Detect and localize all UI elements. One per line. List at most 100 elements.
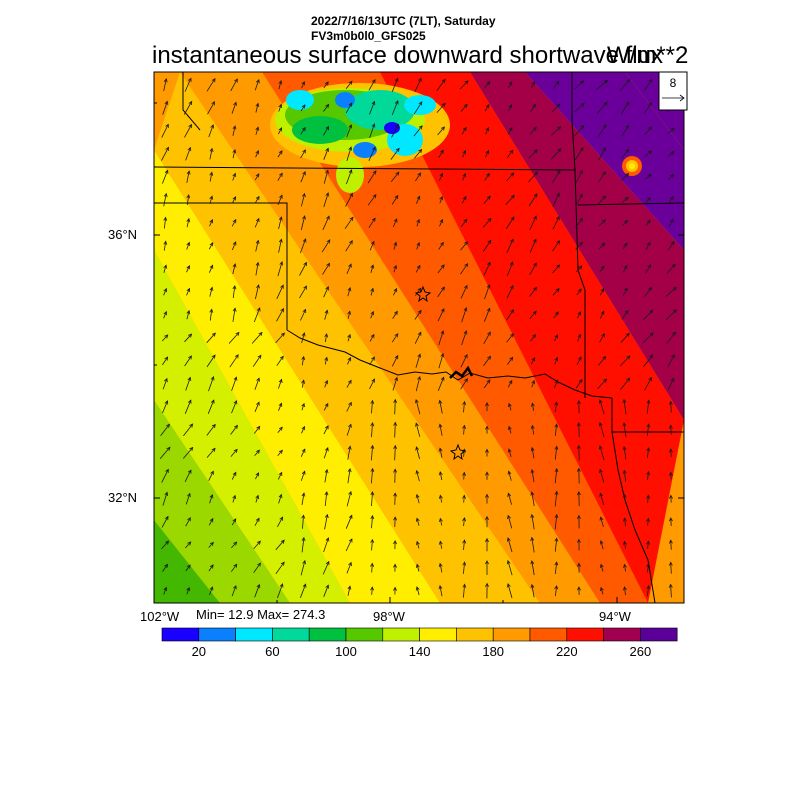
wind-vector-arrow [621,309,629,320]
map-frame [153,71,685,604]
wind-vector-arrow [645,241,651,250]
wind-vector-arrow [461,195,467,204]
wind-vector-arrow [368,217,376,229]
wind-vector-arrow [415,469,420,482]
wind-vector-arrow [599,265,605,273]
wind-vector-arrow [162,491,169,506]
wind-vector-arrow [530,468,535,483]
wind-vector-arrow [162,100,169,115]
wind-vector-arrow [554,490,559,507]
wind-vector-arrow [278,127,282,135]
wind-vector-arrow [668,173,675,180]
wind-vector-arrow [300,104,306,112]
map-plot-area [154,72,684,603]
wind-vector-arrow [596,79,609,90]
wind-vector-arrow [598,171,606,183]
wind-vector-arrow [370,538,375,551]
flux-band [180,72,600,603]
wind-vector-arrow [347,286,352,297]
wind-vector-arrow [506,309,514,321]
wind-vector-arrow [252,354,262,367]
wind-vector-arrow [600,586,604,595]
wind-vector-arrow [577,538,581,551]
reference-vector-value: 8 [670,76,677,90]
wind-vector-arrow [436,78,446,91]
wind-vector-arrow [206,423,216,436]
wind-vector-arrow [370,444,375,461]
wind-vector-arrow [277,516,284,527]
wind-vector-arrow [506,537,513,553]
lon-label: 98°W [373,609,406,624]
colorbar-labels: 20 60 100 140 180 220 260 [192,644,652,659]
wind-vector-arrow [345,240,353,252]
wind-vector-arrow [255,284,260,300]
wind-vector-arrow [228,331,240,344]
flux-bands [154,72,684,603]
wind-vector-arrow [553,311,559,319]
wind-vector-arrow [554,379,559,388]
wind-vector-arrow [300,308,307,321]
wind-vector-arrow [208,470,214,481]
wind-vector-arrow [186,194,191,206]
wind-vector-arrow [161,468,169,483]
wind-vector-arrow [414,287,422,296]
wind-vector-arrow [483,195,491,205]
wind-vector-arrow [576,399,581,414]
wind-vector-arrow [599,310,605,319]
wind-vector-arrow [575,193,583,206]
wind-vector-arrow [530,560,535,576]
wind-vector-arrow [529,262,537,275]
wind-vector-arrow [209,171,214,182]
wind-vector-arrow [346,423,352,436]
wind-vector-arrow [506,172,515,182]
wind-vector-arrow [370,264,375,274]
wind-vector-arrow [462,494,466,503]
wind-vector-arrow [551,169,561,184]
wind-vector-arrow [370,491,375,507]
wind-vector-arrow [184,399,192,414]
wind-vector-arrow [370,467,375,484]
wind-vector-arrow [668,400,673,413]
wind-vector-arrow [345,192,353,207]
wind-vector-arrow [461,330,468,346]
wind-vector-arrow [255,149,259,158]
wind-vector-arrow [485,471,489,480]
wind-vector-arrow [577,586,581,595]
wind-vector-arrow [621,148,630,159]
wind-vector-arrow [415,264,421,273]
colorbar-tick-label: 60 [265,644,279,659]
wind-vector-arrow [436,102,446,113]
wind-vector-arrow [416,241,420,250]
wind-vector-arrow [231,376,238,391]
wind-vector-arrow [598,445,605,461]
wind-vector-arrow [462,149,466,158]
wind-vector-arrow [439,172,444,181]
wind-vector-arrow [460,241,469,251]
wind-vector-arrow [208,376,215,392]
wind-vector-arrow [507,379,513,388]
wind-vector-arrow [552,264,561,274]
wind-vector-arrow [667,240,675,251]
wind-vector-arrow [323,103,330,112]
wind-vector-arrow [231,471,237,480]
wind-vector-arrow [665,309,677,321]
wind-vector-arrow [184,469,192,482]
wind-vector-arrow [163,310,167,319]
wind-vector-arrow [529,286,538,297]
colorbar-swatch [419,627,457,642]
wind-vector-arrow [299,285,307,299]
wind-vector-arrow [323,147,329,160]
wind-vector-arrow [622,287,628,297]
wind-vector-arrow [390,147,400,160]
wind-vector-arrow [438,562,443,573]
wind-vector-arrow [254,583,261,598]
wind-vector-arrow [554,356,559,365]
wind-vector-arrow [345,538,353,552]
wind-vector-arrow [162,563,169,572]
wind-vector-arrow [346,169,353,185]
wind-vector-arrow [415,353,422,368]
wind-vector-arrow [666,263,676,274]
wind-vector-arrow [369,333,375,342]
wind-vector-arrow [644,126,653,136]
wind-vector-arrow [186,241,191,250]
